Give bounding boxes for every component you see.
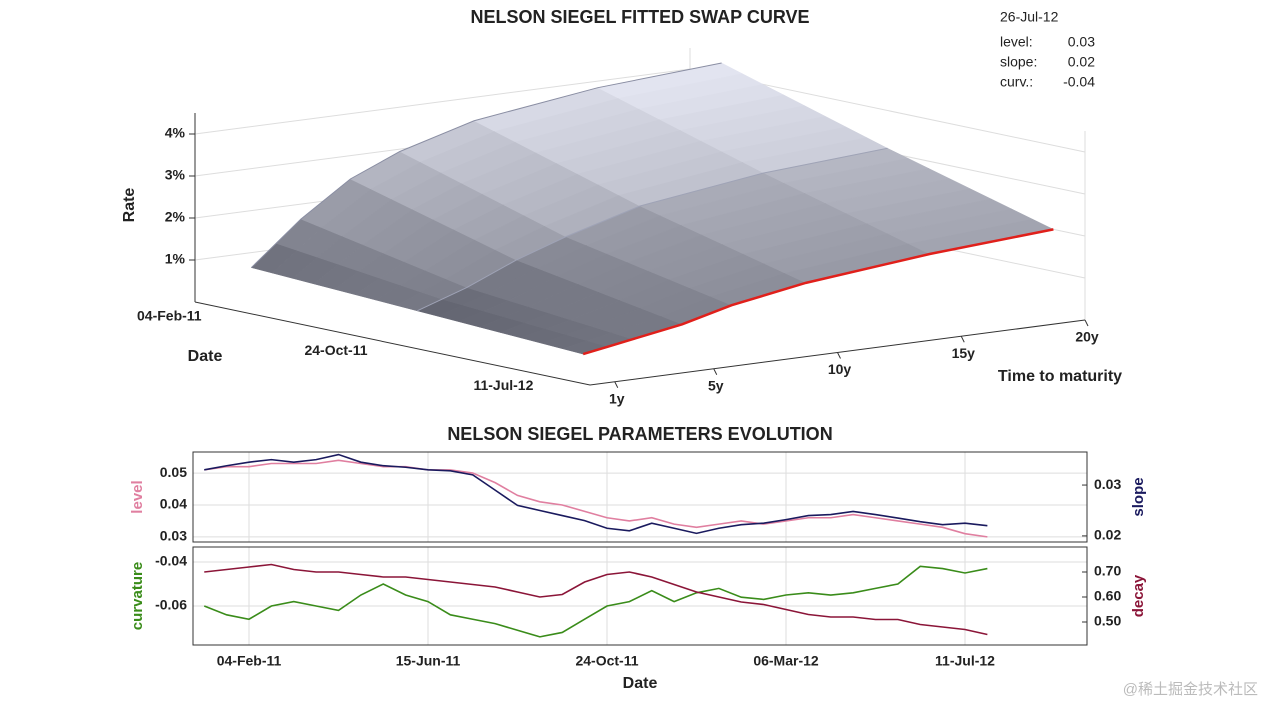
series-line — [204, 459, 988, 538]
y-tick-label: -0.06 — [155, 597, 187, 613]
x-tick-label: 06-Mar-12 — [753, 653, 819, 669]
annotation-value: 0.03 — [1068, 34, 1095, 50]
y-tick-label: -0.04 — [155, 553, 187, 569]
x-tick — [1084, 319, 1089, 327]
series-line — [203, 565, 988, 638]
x-tick-label: 11-Jul-12 — [935, 653, 995, 669]
x-tick-label: 15y — [952, 345, 976, 361]
y2-tick-label: 0.03 — [1094, 476, 1121, 492]
x-tick-label: 15-Jun-11 — [396, 653, 461, 669]
date-label: Date — [188, 348, 223, 365]
floor-axes — [194, 301, 1086, 386]
x-tick — [614, 381, 619, 388]
x-tick-label: 10y — [828, 361, 852, 377]
annotation-label: level: — [1000, 34, 1033, 50]
z-tick-label: 3% — [165, 167, 186, 183]
curve-slice — [582, 228, 1054, 356]
surface-title: NELSON SIEGEL FITTED SWAP CURVE — [470, 7, 809, 27]
x-tick-label: 5y — [708, 377, 724, 393]
y2-tick-label: 0.70 — [1094, 563, 1121, 579]
date-tick-label: 04-Feb-11 — [137, 307, 202, 323]
annotation-value: -0.04 — [1063, 74, 1095, 90]
series-label: slope — [1130, 477, 1147, 516]
x-tick — [713, 368, 718, 375]
annotation-date: 26-Jul-12 — [1000, 9, 1059, 25]
y-tick-label: 0.03 — [160, 528, 187, 544]
series-label: curvature — [129, 562, 146, 630]
annotation-value: 0.02 — [1068, 54, 1095, 70]
x-tick — [837, 352, 841, 359]
params-title: NELSON SIEGEL PARAMETERS EVOLUTION — [447, 424, 832, 444]
annotation-label: curv.: — [1000, 74, 1033, 90]
x-label: Date — [623, 675, 658, 692]
plot-frame — [192, 546, 1088, 646]
z-label: Rate — [121, 188, 138, 223]
z-tick-label: 2% — [165, 209, 186, 225]
z-tick-label: 1% — [165, 251, 186, 267]
x-tick-label: 20y — [1075, 329, 1099, 345]
z-tick-label: 4% — [165, 125, 186, 141]
series-label: decay — [1130, 574, 1147, 617]
plot-frame — [192, 451, 1088, 543]
date-tick-label: 11-Jul-12 — [473, 377, 533, 393]
series-label: level — [129, 480, 146, 513]
watermark: @稀土掘金技术社区 — [1123, 681, 1258, 698]
x-tick-label: 24-Oct-11 — [575, 653, 638, 669]
curve-slice — [251, 62, 722, 268]
date-tick-label: 24-Oct-11 — [304, 342, 367, 358]
x-tick-label: 04-Feb-11 — [217, 653, 282, 669]
x-tick-label: 1y — [609, 390, 625, 406]
x-tick — [960, 336, 965, 343]
y2-tick-label: 0.02 — [1094, 527, 1121, 543]
y2-tick-label: 0.50 — [1094, 613, 1121, 629]
maturity-label: Time to maturity — [998, 368, 1122, 385]
y2-tick-label: 0.60 — [1094, 588, 1121, 604]
y-tick-label: 0.05 — [160, 464, 187, 480]
y-tick-label: 0.04 — [160, 496, 187, 512]
annotation-label: slope: — [1000, 54, 1037, 70]
series-line — [204, 563, 988, 636]
series-line — [204, 453, 988, 535]
curve-slice — [417, 147, 888, 312]
